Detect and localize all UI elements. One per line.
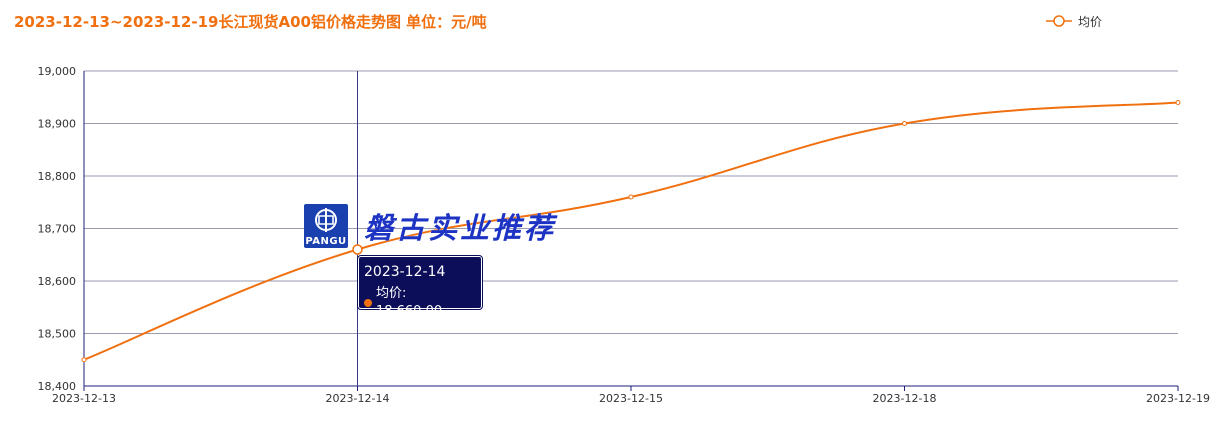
data-point: [81, 357, 87, 363]
y-tick-label: 18,600: [38, 275, 77, 288]
x-tick-label: 2023-12-19: [1146, 392, 1210, 405]
y-tick-label: 18,800: [38, 170, 77, 183]
logo-text: PANGU: [305, 236, 347, 247]
legend-line-icon: [1046, 15, 1072, 27]
pangu-emblem-icon: [315, 208, 337, 232]
y-tick-label: 18,500: [38, 328, 77, 341]
data-point: [1175, 100, 1181, 105]
watermark: PANGU 磐古实业推荐: [304, 204, 556, 248]
legend-label: 均价: [1078, 14, 1103, 29]
pangu-logo: PANGU: [304, 204, 348, 248]
y-tick-label: 18,700: [38, 223, 77, 236]
chart-title: 2023-12-13~2023-12-19长江现货A00铝价格走势图 单位：元/…: [14, 13, 487, 31]
data-point: [628, 194, 634, 200]
x-tick-label: 2023-12-13: [52, 392, 116, 405]
data-point: [902, 121, 907, 126]
tooltip: 2023-12-14 均价: 18,660.00: [358, 256, 482, 319]
y-tick-label: 18,400: [38, 380, 77, 393]
series-line: [83, 101, 1179, 361]
data-point-highlighted: [352, 244, 363, 255]
company-name: 磐古实业推荐: [364, 211, 557, 245]
y-tick-label: 18,900: [38, 118, 77, 131]
tooltip-value: 均价: 18,660.00: [375, 286, 443, 319]
x-tick-label: 2023-12-15: [599, 392, 663, 405]
x-tick-label: 2023-12-14: [326, 392, 390, 405]
legend[interactable]: 均价: [1046, 13, 1102, 29]
tooltip-row: 均价: 18,660.00: [364, 285, 476, 321]
x-tick-label: 2023-12-18: [873, 392, 937, 405]
y-tick-label: 19,000: [38, 65, 77, 78]
series-dot-icon: [364, 299, 372, 307]
tooltip-date: 2023-12-14: [364, 264, 446, 280]
